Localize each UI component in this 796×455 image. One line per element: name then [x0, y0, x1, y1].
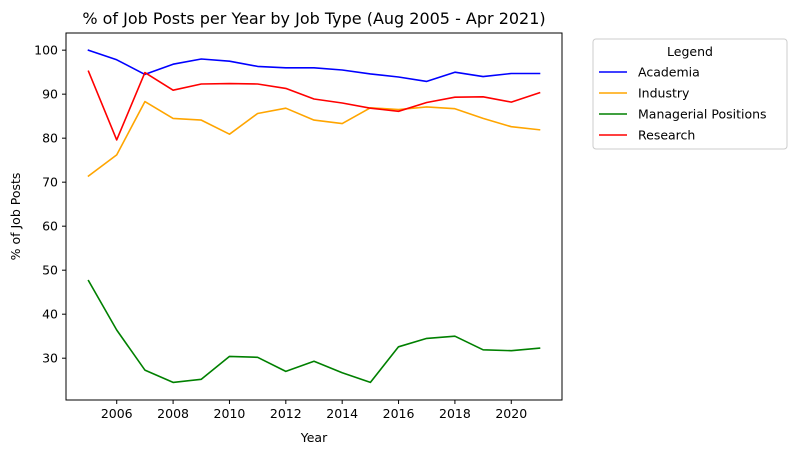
chart-title: % of Job Posts per Year by Job Type (Aug…: [82, 9, 545, 28]
x-tick-label: 2018: [439, 406, 471, 421]
series-line-managerial-positions: [87, 279, 541, 384]
y-tick-label: 100: [34, 43, 58, 58]
legend-label: Managerial Positions: [638, 107, 767, 122]
series-line-academia: [87, 49, 541, 83]
x-tick-label: 2006: [101, 406, 133, 421]
legend-label: Research: [638, 128, 695, 143]
y-tick-label: 70: [42, 175, 58, 190]
x-tick-label: 2008: [157, 406, 189, 421]
y-axis-label: % of Job Posts: [8, 173, 23, 261]
series-line-research: [87, 70, 541, 141]
x-tick-label: 2014: [326, 406, 358, 421]
y-tick-label: 40: [42, 307, 58, 322]
y-axis: 30 40 50 60 70 80 90 100: [34, 43, 66, 366]
y-tick-label: 90: [42, 87, 58, 102]
x-tick-label: 2010: [214, 406, 246, 421]
x-tick-label: 2012: [270, 406, 302, 421]
series-line-industry: [87, 100, 541, 178]
legend-item: Managerial Positions: [599, 107, 767, 122]
legend-label: Industry: [638, 86, 690, 101]
x-axis-label: Year: [300, 430, 328, 445]
x-tick-label: 2020: [495, 406, 527, 421]
legend-box: [592, 38, 788, 150]
legend-title: Legend: [667, 44, 713, 59]
series-lines: [87, 49, 541, 384]
y-tick-label: 50: [42, 263, 58, 278]
legend-item: Industry: [599, 86, 690, 101]
legend-label: Academia: [638, 65, 700, 80]
x-tick-label: 2016: [383, 406, 415, 421]
legend: Legend Academia Industry Managerial Positi…: [592, 38, 788, 150]
legend-item: Research: [599, 128, 695, 143]
legend-item: Academia: [599, 65, 700, 80]
plot-area: 2006 2008 2010 2012 2014 2016 2018 2020 30 40 50 6…: [34, 32, 563, 421]
legend-items: Academia Industry Managerial Positions Rese…: [599, 65, 767, 143]
plot-frame: [65, 32, 563, 401]
x-axis: 2006 2008 2010 2012 2014 2016 2018 2020: [101, 400, 527, 421]
y-tick-label: 30: [42, 351, 58, 366]
y-tick-label: 80: [42, 131, 58, 146]
y-tick-label: 60: [42, 219, 58, 234]
